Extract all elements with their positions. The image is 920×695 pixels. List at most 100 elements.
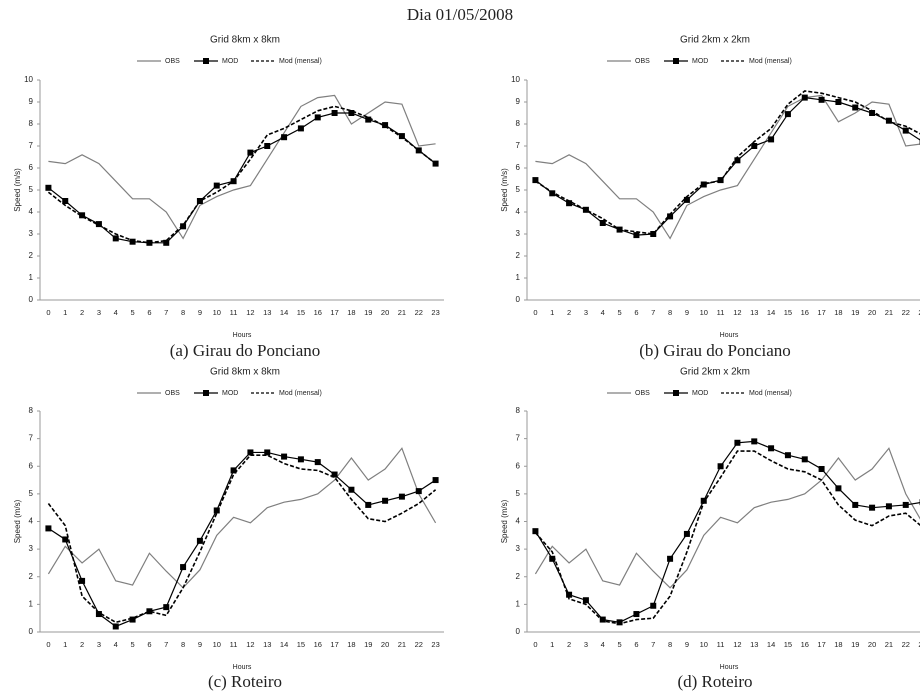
- legend-label: MOD: [222, 390, 238, 397]
- y-tick-label: 7: [516, 141, 521, 150]
- x-tick-label: 17: [330, 308, 338, 317]
- y-axis-label: Speed (m/s): [500, 168, 509, 212]
- legend-label: OBS: [635, 390, 650, 397]
- x-tick-label: 12: [246, 640, 254, 649]
- data-point: [683, 530, 690, 537]
- x-tick-label: 1: [550, 640, 554, 649]
- data-point: [549, 555, 556, 562]
- data-point: [297, 456, 304, 463]
- x-tick-label: 17: [817, 640, 825, 649]
- legend-marker: [673, 390, 679, 396]
- data-point: [768, 136, 775, 143]
- y-tick-label: 7: [29, 141, 34, 150]
- x-tick-label: 19: [364, 308, 372, 317]
- x-tick-label: 7: [164, 308, 168, 317]
- x-tick-label: 23: [918, 640, 920, 649]
- x-tick-label: 5: [617, 640, 621, 649]
- data-point: [196, 537, 203, 544]
- x-axis-label: Hours: [233, 332, 252, 339]
- legend-label: MOD: [222, 58, 238, 65]
- data-point: [415, 488, 422, 495]
- data-point: [331, 471, 338, 478]
- x-tick-label: 20: [868, 640, 876, 649]
- x-tick-label: 10: [700, 640, 708, 649]
- y-tick-label: 1: [516, 273, 521, 282]
- x-tick-label: 14: [767, 308, 775, 317]
- legend-label: OBS: [165, 390, 180, 397]
- legend-label: MOD: [692, 58, 708, 65]
- y-tick-label: 1: [29, 599, 34, 608]
- x-tick-label: 18: [834, 308, 842, 317]
- data-point: [382, 122, 389, 129]
- x-tick-label: 12: [733, 308, 741, 317]
- x-tick-label: 5: [617, 308, 621, 317]
- x-tick-label: 0: [533, 308, 537, 317]
- data-point: [79, 577, 86, 584]
- caption: (d) Roteiro: [677, 672, 752, 691]
- x-tick-label: 8: [668, 308, 672, 317]
- data-point: [784, 452, 791, 459]
- data-point: [683, 196, 690, 203]
- x-tick-label: 15: [784, 308, 792, 317]
- x-tick-label: 13: [263, 308, 271, 317]
- x-tick-label: 12: [733, 640, 741, 649]
- data-point: [717, 463, 724, 470]
- series-line: [48, 451, 436, 628]
- series-line: [534, 447, 920, 589]
- legend-label: MOD: [692, 390, 708, 397]
- x-tick-label: 2: [567, 308, 571, 317]
- series-line: [534, 450, 920, 625]
- x-tick-label: 11: [717, 640, 725, 649]
- x-tick-label: 9: [685, 640, 689, 649]
- data-point: [835, 99, 842, 105]
- x-tick-label: 10: [213, 308, 221, 317]
- data-point: [62, 198, 69, 204]
- x-tick-label: 13: [750, 308, 758, 317]
- series-line: [534, 440, 920, 623]
- data-point: [734, 157, 741, 164]
- data-point: [365, 116, 372, 123]
- chart-title: Grid 8km x 8km: [210, 367, 280, 378]
- y-tick-label: 2: [516, 251, 521, 260]
- x-tick-label: 8: [181, 640, 185, 649]
- data-point: [869, 504, 876, 511]
- series-line: [47, 447, 437, 589]
- legend-label: Mod (mensal): [749, 58, 792, 65]
- data-point: [768, 445, 775, 452]
- data-point: [163, 604, 170, 611]
- x-tick-label: 13: [750, 640, 758, 649]
- x-tick-label: 4: [601, 308, 605, 317]
- y-tick-label: 7: [29, 434, 34, 443]
- data-point: [45, 525, 52, 532]
- x-tick-label: 6: [634, 308, 638, 317]
- x-tick-label: 1: [550, 308, 554, 317]
- x-tick-label: 11: [230, 308, 238, 317]
- x-tick-label: 2: [80, 640, 84, 649]
- x-tick-label: 10: [700, 308, 708, 317]
- x-tick-label: 0: [46, 308, 50, 317]
- x-tick-label: 14: [767, 640, 775, 649]
- data-point: [566, 200, 573, 207]
- data-point: [264, 143, 271, 149]
- data-point: [314, 459, 321, 466]
- caption: (b) Girau do Ponciano: [639, 341, 791, 360]
- data-point: [885, 117, 892, 124]
- data-point: [112, 623, 119, 630]
- data-point: [835, 485, 842, 492]
- data-point: [45, 184, 52, 191]
- y-tick-label: 3: [516, 544, 521, 553]
- x-tick-label: 13: [263, 640, 271, 649]
- data-point: [801, 456, 808, 463]
- data-point: [398, 133, 405, 140]
- y-tick-label: 10: [511, 75, 520, 84]
- data-point: [616, 619, 623, 626]
- x-tick-label: 18: [347, 308, 355, 317]
- y-tick-label: 8: [516, 119, 521, 128]
- y-tick-label: 8: [516, 406, 521, 415]
- y-tick-label: 2: [29, 251, 34, 260]
- x-tick-label: 0: [46, 640, 50, 649]
- x-tick-label: 3: [584, 308, 588, 317]
- y-tick-label: 9: [29, 97, 34, 106]
- data-point: [348, 110, 355, 116]
- legend-label: OBS: [635, 58, 650, 65]
